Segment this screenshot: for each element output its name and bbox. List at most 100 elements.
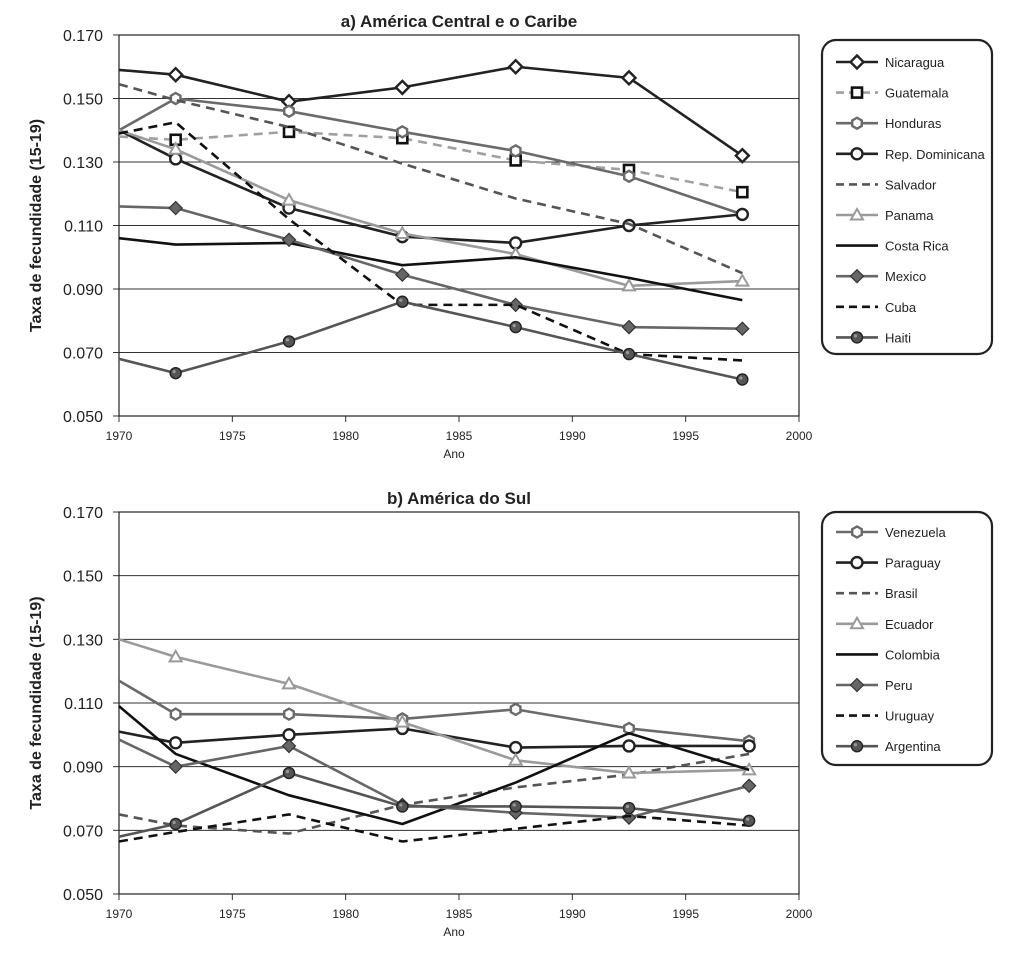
data-point-haiti [509, 320, 522, 334]
data-point-ecuador [281, 675, 297, 690]
legend-marker [848, 53, 866, 71]
y-gridlines: 0.050 0.070 0.090 0.110 0.130 0.150 0.170 [63, 505, 799, 904]
legend-label: Nicaragua [885, 55, 945, 70]
chart-title: a) América Central e o Caribe [341, 12, 578, 31]
x-axis: 1970 1975 1980 1985 1990 1995 2000 [106, 894, 813, 921]
legend-entry-honduras: Honduras [836, 116, 942, 131]
legend-entry-ecuador: Ecuador [836, 615, 934, 632]
series-haiti [118, 295, 749, 386]
legend-entry-venezuela: Venezuela [836, 525, 946, 540]
legend-marker [851, 525, 863, 539]
legend-label: Guatemala [885, 86, 949, 101]
legend-entry-colombia: Colombia [836, 647, 941, 662]
y-tick-label: 0.090 [63, 282, 103, 299]
data-point-honduras [169, 91, 182, 106]
data-point-honduras [509, 144, 522, 158]
data-point-haiti [736, 373, 749, 386]
x-tick-label: 1980 [332, 429, 359, 443]
series-line-ecuador [118, 638, 750, 775]
x-axis-label: Ano [443, 447, 465, 461]
legend-entry-panama: Panama [836, 206, 934, 223]
data-point-argentina [282, 766, 296, 780]
data-point-honduras [623, 169, 635, 184]
data-point-nicaragua [734, 147, 751, 164]
data-point-panama [734, 273, 751, 287]
data-point-venezuela [509, 702, 522, 717]
data-point-nicaragua [167, 66, 184, 83]
legend-marker [851, 116, 863, 131]
data-point-haiti [396, 295, 409, 308]
series-line-uruguay [118, 813, 750, 843]
series-line-nicaragua [118, 65, 744, 157]
y-tick-label: 0.170 [63, 28, 103, 45]
series-rep-dominicana [118, 129, 750, 250]
y-tick-label: 0.130 [63, 155, 103, 172]
series-line-colombia [118, 705, 750, 826]
legend-entry-haiti: Haiti [836, 330, 911, 345]
y-tick-label: 0.150 [63, 569, 103, 586]
x-tick-label: 1995 [672, 429, 699, 443]
legend-label: Honduras [885, 116, 942, 131]
y-tick-label: 0.110 [64, 219, 103, 236]
legend-label: Argentina [885, 739, 941, 754]
data-point-mexico [168, 200, 184, 216]
legend-label: Peru [885, 678, 912, 693]
x-axis-label: Ano [443, 925, 465, 939]
legend-marker [849, 268, 865, 284]
plot-area [118, 34, 800, 417]
legend-label: Colombia [885, 647, 941, 662]
x-tick-label: 2000 [786, 429, 813, 443]
x-tick-label: 1990 [559, 907, 586, 921]
x-tick-label: 2000 [786, 907, 813, 921]
data-point-nicaragua [507, 58, 524, 75]
data-point-peru [741, 778, 757, 794]
data-point-ecuador [507, 752, 524, 766]
data-point-guatemala [282, 125, 296, 139]
legend-entry-brasil: Brasil [836, 586, 918, 601]
legend-marker [849, 615, 865, 630]
data-point-nicaragua [394, 79, 411, 96]
legend-label: Ecuador [885, 617, 934, 632]
plot-area [118, 511, 800, 895]
y-axis-label: Taxa de fecundidade (15-19) [28, 119, 45, 332]
series-honduras [118, 91, 749, 222]
legend-marker [850, 740, 864, 753]
data-point-argentina [169, 817, 182, 831]
legend-marker [849, 677, 865, 693]
data-point-haiti [282, 335, 296, 348]
x-tick-label: 1970 [106, 429, 133, 443]
data-point-mexico [621, 319, 637, 335]
x-tick-label: 1975 [219, 907, 246, 921]
series-ecuador [118, 638, 757, 779]
data-point-argentina [742, 814, 756, 827]
data-point-argentina [509, 800, 522, 813]
chart-panel-2: b) América do Sul 0.050 0.070 0.090 0.110 0.1… [28, 489, 994, 939]
legend-label: Brasil [885, 586, 918, 601]
y-tick-label: 0.050 [63, 887, 103, 904]
data-point-panama [394, 225, 411, 239]
data-point-haiti [169, 366, 182, 380]
data-point-panama [507, 246, 524, 260]
y-tick-label: 0.070 [63, 346, 103, 363]
series-line-rep-dominicana [118, 129, 743, 245]
legend-entry-mexico: Mexico [836, 268, 926, 284]
legend-entry-nicaragua: Nicaragua [836, 53, 945, 71]
x-tick-label: 1995 [672, 907, 699, 921]
x-tick-label: 1980 [332, 907, 359, 921]
chart-title: b) América do Sul [387, 489, 531, 508]
legend-entry-salvador: Salvador [836, 177, 937, 192]
series-paraguay [118, 721, 756, 755]
legend-label: Mexico [885, 269, 926, 284]
legend-entry-uruguay: Uruguay [836, 709, 935, 724]
series-costa-rica [118, 236, 743, 302]
legend-label: Haiti [885, 330, 911, 345]
data-point-ecuador [167, 648, 184, 663]
series-argentina [118, 766, 756, 838]
data-point-venezuela [283, 707, 295, 722]
legend-entry-peru: Peru [836, 677, 912, 693]
legend-label: Venezuela [885, 525, 946, 540]
legend-marker [849, 206, 865, 221]
legend-marker [850, 331, 864, 344]
legend-label: Panama [885, 208, 934, 223]
data-point-ecuador [621, 765, 637, 779]
